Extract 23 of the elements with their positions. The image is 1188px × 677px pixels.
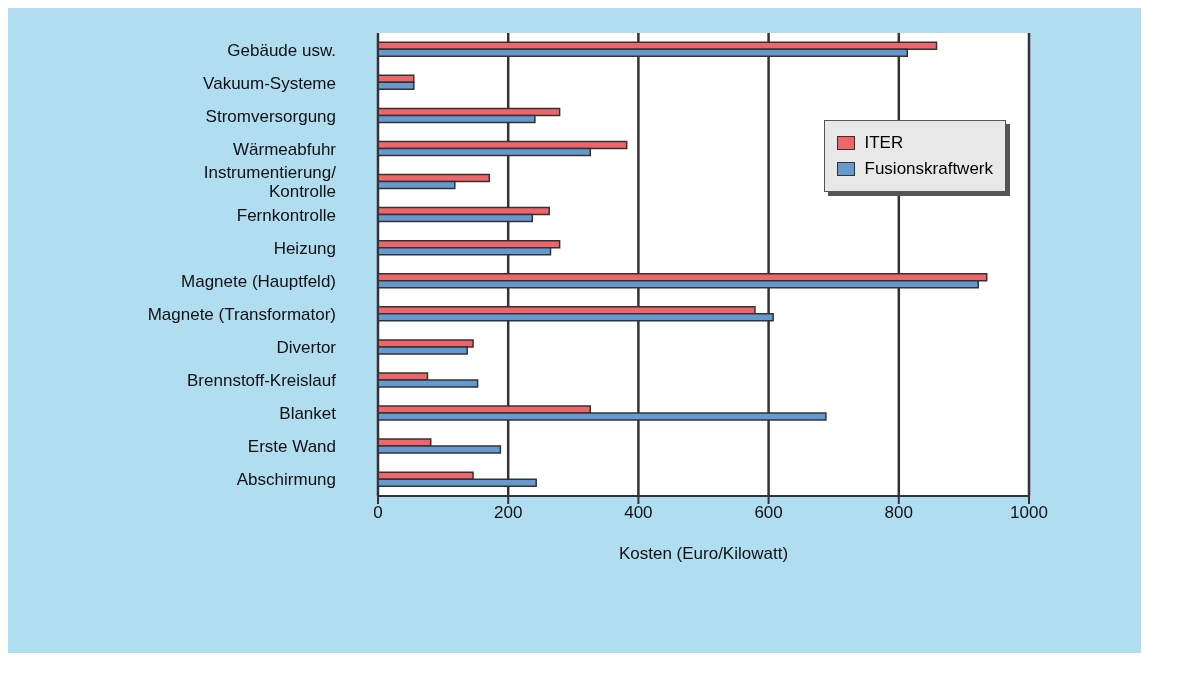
y-tick-label: Magnete (Hauptfeld) (181, 271, 336, 291)
x-tick-label: 800 (884, 503, 913, 523)
y-tick-label: Wärmeabfuhr (233, 139, 337, 159)
y-tick-label: Erste Wand (247, 436, 336, 456)
x-axis-title: Kosten (Euro/Kilowatt) (618, 544, 789, 563)
x-tick-label: 0 (373, 503, 383, 523)
y-tick-label: Divertor (276, 337, 337, 357)
y-tick-label: Vakuum-Systeme (203, 73, 336, 93)
legend-label: ITER (864, 133, 904, 153)
y-tick-label: Abschirmung (236, 469, 336, 489)
x-tick-label: 1000 (1010, 503, 1048, 523)
x-tick-label: 600 (754, 503, 783, 523)
y-tick-label: Gebäude usw. (227, 40, 336, 60)
y-tick-label: Stromversorgung (205, 106, 336, 126)
x-tick-label: 200 (494, 503, 523, 523)
legend-label: Fusionskraftwerk (864, 159, 993, 179)
y-tick-label: Instrumentierung/ Kontrolle (203, 162, 337, 201)
y-tick-label: Blanket (279, 403, 337, 423)
y-tick-label: Magnete (Transformator) (147, 304, 336, 324)
y-tick-label: Brennstoff-Kreislauf (187, 370, 337, 390)
x-tick-label: 400 (624, 503, 653, 523)
y-tick-label: Fernkontrolle (236, 205, 336, 225)
y-tick-label: Heizung (273, 238, 336, 258)
